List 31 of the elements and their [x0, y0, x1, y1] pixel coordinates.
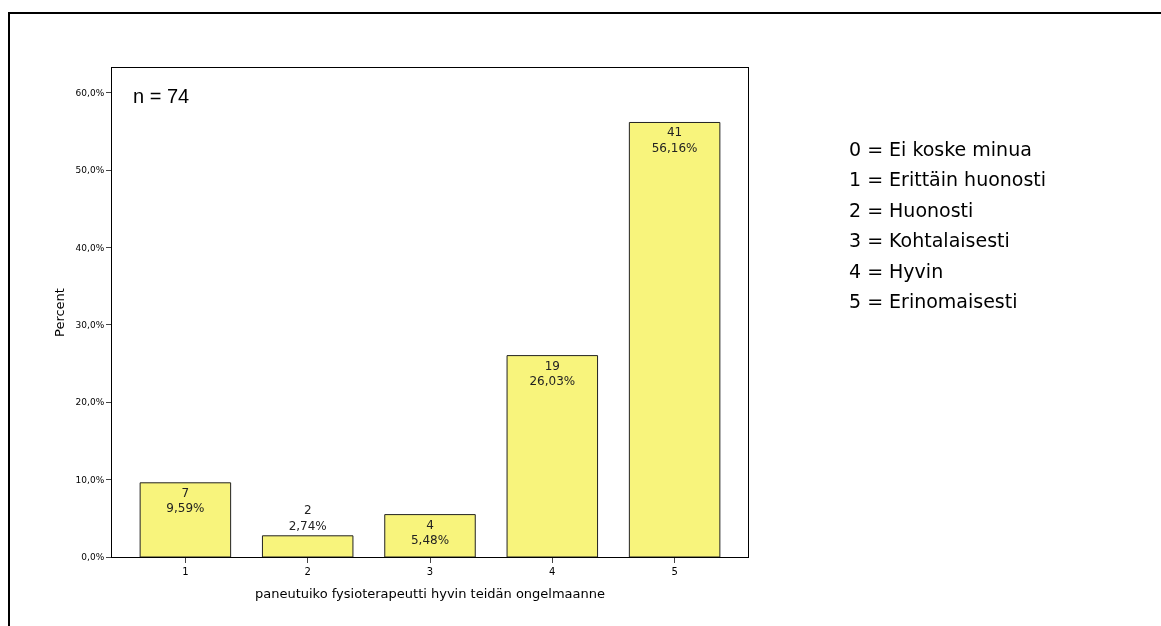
bar [261, 535, 354, 557]
y-tick-label: 50,0% [75, 165, 105, 176]
y-tick-label: 10,0% [75, 474, 105, 485]
data-label: 7 9,59% [166, 485, 205, 516]
y-tick-label: 60,0% [75, 87, 105, 98]
x-tick-label: 3 [426, 566, 434, 577]
bar [628, 121, 721, 557]
bar [506, 355, 599, 557]
data-label: 19 26,03% [529, 358, 576, 389]
x-tick-label: 1 [182, 566, 189, 577]
x-tick-label: 4 [549, 566, 556, 577]
text: 1 = Erittäin huonosti [849, 168, 1047, 190]
y-tick-label: 0,0% [81, 552, 105, 563]
data-label: 4 5,48% [410, 517, 450, 548]
text: 0 = Ei koske minua [849, 138, 1032, 160]
y-axis-title: Percent [51, 288, 67, 337]
y-tick-label: 40,0% [75, 242, 105, 253]
text: 2 = Huonosti [849, 199, 974, 221]
bar [139, 482, 232, 557]
text: 4 = Hyvin [849, 260, 944, 282]
x-tick-label: 2 [304, 566, 311, 577]
y-tick-label: 20,0% [75, 397, 105, 408]
y-tick-label: 30,0% [75, 320, 105, 331]
text: 3 = Kohtalaisesti [849, 229, 1010, 251]
text: 5 = Erinomaisesti [849, 290, 1018, 312]
data-label: 41 56,16% [651, 125, 698, 156]
bar [384, 514, 476, 557]
x-tick-label: 5 [671, 566, 678, 577]
x-axis-title: paneutuiko fysioterapeutti hyvin teidän ongelmaanne [254, 585, 606, 601]
data-label: 2 2,74% [288, 503, 327, 533]
annotation: n = 74 [133, 85, 190, 107]
